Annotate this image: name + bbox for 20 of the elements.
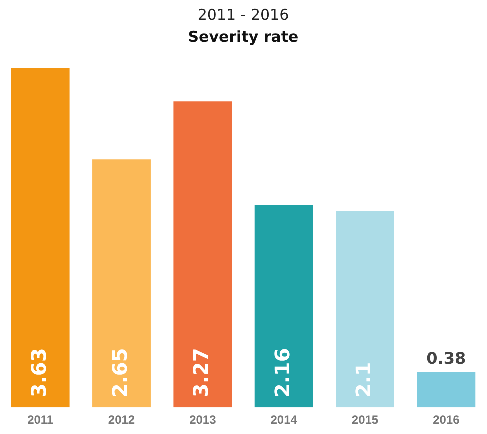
- chart-subtitle: Severity rate: [187, 28, 300, 46]
- x-tick-label: 2012: [108, 413, 136, 428]
- x-tick-label: 2016: [433, 413, 460, 428]
- bar: [92, 160, 151, 408]
- data-label: 2.1: [351, 362, 376, 398]
- bar: [11, 68, 70, 408]
- data-label: 3.63: [26, 348, 51, 398]
- data-label: 0.38: [426, 349, 466, 368]
- data-label: 2.65: [108, 348, 132, 398]
- bar: [174, 102, 232, 408]
- x-tick-label: 2011: [28, 413, 54, 428]
- data-label: 2.16: [270, 348, 294, 398]
- bar: [336, 211, 394, 408]
- bar: [417, 372, 476, 408]
- x-tick-label: 2013: [190, 413, 217, 428]
- x-tick-label: 2014: [270, 413, 298, 428]
- data-label: 3.27: [189, 348, 214, 398]
- chart-title: 2011 - 2016: [196, 6, 290, 24]
- bar: [254, 206, 314, 408]
- x-tick-label: 2015: [352, 413, 379, 428]
